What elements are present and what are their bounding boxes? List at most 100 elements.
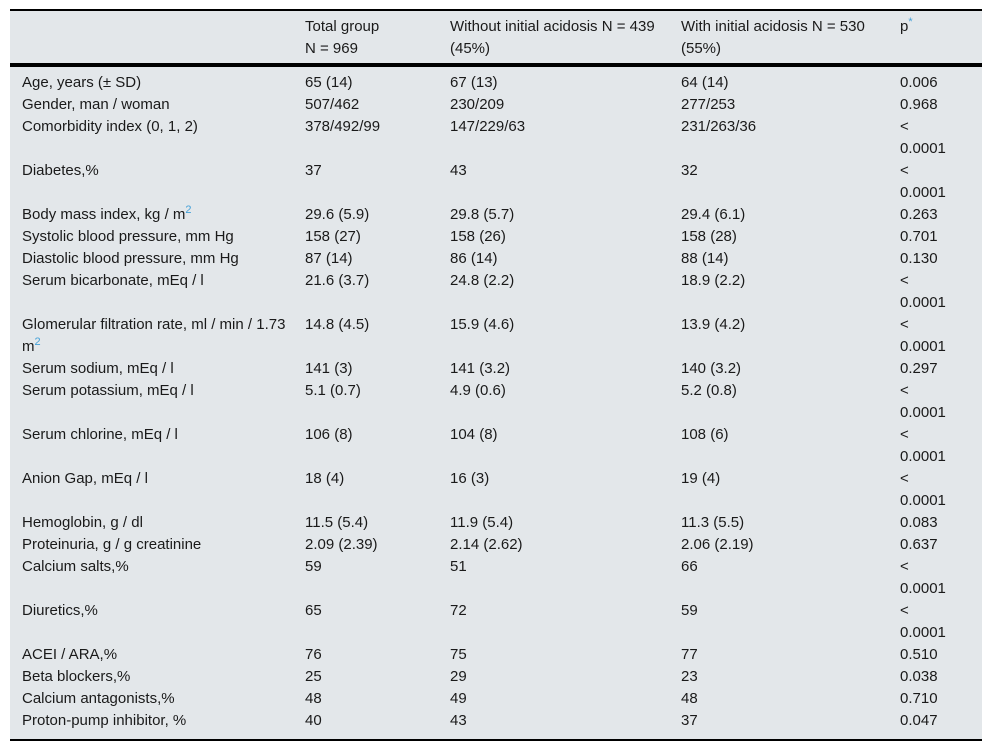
row-label: Diabetes,%: [10, 160, 295, 204]
cell-with-acidosis-text: 11.3 (5.5): [681, 514, 745, 531]
superscript-2: 2: [185, 204, 192, 216]
cell-total: 158 (27): [295, 226, 440, 248]
cell-without-acidosis: 4.9 (0.6): [440, 380, 671, 424]
row-label: Gender, man / woman: [10, 94, 295, 116]
row-label-text: Serum potassium, mEq / l: [22, 382, 194, 399]
cell-with-acidosis-text: 37: [681, 712, 698, 729]
cell-without-acidosis-text: 141 (3.2): [450, 360, 511, 377]
table-row: Gender, man / woman 507/462 230/209 277/253…: [10, 94, 982, 116]
row-label-text: Serum sodium, mEq / l: [22, 360, 174, 377]
cell-p-value-text: 0.130: [900, 250, 938, 267]
cell-total-text: 65: [305, 602, 322, 619]
row-label-text: Anion Gap, mEq / l: [22, 470, 148, 487]
cell-p-value-text: 0.710: [900, 690, 938, 707]
header-without-line2: (45%): [450, 40, 491, 57]
cell-total-text: 2.09 (2.39): [305, 536, 378, 553]
cell-total: 59: [295, 556, 440, 600]
cell-with-acidosis: 59: [671, 600, 890, 644]
cell-p-value: < 0.0001: [890, 468, 982, 512]
cell-total-text: 5.1 (0.7): [305, 382, 361, 399]
patient-characteristics-table: Total group N = 969 Without initial acid…: [10, 9, 982, 741]
row-label: Glomerular filtration rate, ml / min / 1…: [10, 314, 295, 358]
row-label-text: Age, years (± SD): [22, 74, 142, 91]
cell-without-acidosis-text: 104 (8): [450, 426, 498, 443]
cell-with-acidosis-text: 5.2 (0.8): [681, 382, 737, 399]
cell-p-value-text: < 0.0001: [900, 558, 946, 597]
cell-p-value-text: 0.510: [900, 646, 938, 663]
header-empty-cell: [10, 10, 295, 67]
cell-total-text: 11.5 (5.4): [305, 514, 369, 531]
header-with-line1: With initial acidosis N = 530: [681, 18, 865, 35]
cell-with-acidosis-text: 19 (4): [681, 470, 721, 487]
cell-p-value: 0.968: [890, 94, 982, 116]
table-row: Serum bicarbonate, mEq / l 21.6 (3.7) 24.8…: [10, 270, 982, 314]
cell-total: 25: [295, 666, 440, 688]
cell-p-value-text: 0.297: [900, 360, 938, 377]
cell-with-acidosis: 64 (14): [671, 65, 890, 94]
cell-with-acidosis: 13.9 (4.2): [671, 314, 890, 358]
row-label: Body mass index, kg / m2: [10, 204, 295, 226]
header-total-line2: N = 969: [305, 40, 358, 57]
cell-p-value: < 0.0001: [890, 600, 982, 644]
cell-with-acidosis: 158 (28): [671, 226, 890, 248]
table-header: Total group N = 969 Without initial acid…: [10, 10, 982, 67]
table-row: Comorbidity index (0, 1, 2) 378/492/99 147…: [10, 116, 982, 160]
cell-p-value: 0.263: [890, 204, 982, 226]
cell-with-acidosis: 231/263/36: [671, 116, 890, 160]
cell-total-text: 37: [305, 162, 322, 179]
table-row: ACEI / ARA,% 76 75 77 0.510: [10, 644, 982, 666]
cell-p-value-text: < 0.0001: [900, 382, 946, 421]
cell-without-acidosis: 147/229/63: [440, 116, 671, 160]
cell-total: 37: [295, 160, 440, 204]
cell-p-value: < 0.0001: [890, 314, 982, 358]
cell-total-text: 65 (14): [305, 74, 353, 91]
row-label-text: Diastolic blood pressure, mm Hg: [22, 250, 239, 267]
table-row: Glomerular filtration rate, ml / min / 1…: [10, 314, 982, 358]
cell-p-value: < 0.0001: [890, 160, 982, 204]
cell-p-value: 0.710: [890, 688, 982, 710]
cell-with-acidosis-text: 108 (6): [681, 426, 729, 443]
cell-p-value: 0.130: [890, 248, 982, 270]
row-label: Calcium antagonists,%: [10, 688, 295, 710]
cell-without-acidosis: 230/209: [440, 94, 671, 116]
table-row: Calcium antagonists,% 48 49 48 0.710: [10, 688, 982, 710]
cell-with-acidosis: 140 (3.2): [671, 358, 890, 380]
cell-p-value: 0.083: [890, 512, 982, 534]
row-label: Serum chlorine, mEq / l: [10, 424, 295, 468]
cell-with-acidosis: 108 (6): [671, 424, 890, 468]
cell-total-text: 158 (27): [305, 228, 361, 245]
cell-with-acidosis-text: 59: [681, 602, 698, 619]
row-label-text: Systolic blood pressure, mm Hg: [22, 228, 234, 245]
cell-with-acidosis: 29.4 (6.1): [671, 204, 890, 226]
cell-p-value: 0.297: [890, 358, 982, 380]
cell-with-acidosis: 5.2 (0.8): [671, 380, 890, 424]
cell-without-acidosis-text: 11.9 (5.4): [450, 514, 514, 531]
row-label-text: Comorbidity index (0, 1, 2): [22, 118, 198, 135]
cell-total: 76: [295, 644, 440, 666]
header-total-line1: Total group: [305, 18, 380, 35]
table-row: Proton-pump inhibitor, % 40 43 37 0.047: [10, 710, 982, 740]
cell-p-value-text: 0.968: [900, 96, 938, 113]
cell-with-acidosis-text: 48: [681, 690, 698, 707]
cell-total-text: 507/462: [305, 96, 360, 113]
p-footnote-marker-icon: *: [908, 16, 913, 28]
cell-without-acidosis: 158 (26): [440, 226, 671, 248]
row-label-text: Serum bicarbonate, mEq / l: [22, 272, 204, 289]
cell-with-acidosis-text: 32: [681, 162, 698, 179]
cell-with-acidosis-text: 66: [681, 558, 698, 575]
row-label-text: Diuretics,%: [22, 602, 98, 619]
row-label-text: Calcium salts,%: [22, 558, 129, 575]
cell-without-acidosis-text: 49: [450, 690, 467, 707]
row-label: Proteinuria, g / g creatinine: [10, 534, 295, 556]
cell-p-value: < 0.0001: [890, 556, 982, 600]
cell-without-acidosis-text: 86 (14): [450, 250, 498, 267]
cell-with-acidosis-text: 158 (28): [681, 228, 737, 245]
cell-p-value-text: < 0.0001: [900, 162, 946, 201]
cell-without-acidosis: 24.8 (2.2): [440, 270, 671, 314]
cell-without-acidosis: 43: [440, 710, 671, 740]
table-row: Proteinuria, g / g creatinine 2.09 (2.39)…: [10, 534, 982, 556]
cell-total: 21.6 (3.7): [295, 270, 440, 314]
cell-with-acidosis-text: 231/263/36: [681, 118, 757, 135]
cell-p-value-text: < 0.0001: [900, 272, 946, 311]
